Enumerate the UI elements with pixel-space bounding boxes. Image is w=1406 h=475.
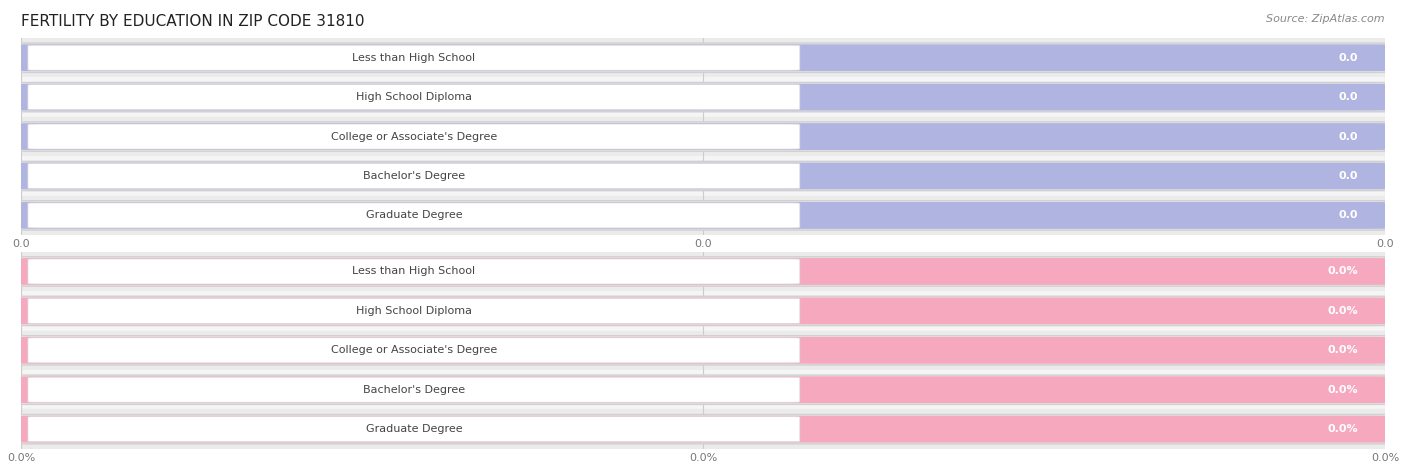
FancyBboxPatch shape: [28, 298, 800, 323]
FancyBboxPatch shape: [18, 297, 1388, 324]
Bar: [21, 156, 1385, 196]
Text: High School Diploma: High School Diploma: [356, 306, 472, 316]
FancyBboxPatch shape: [18, 84, 1388, 111]
FancyBboxPatch shape: [11, 162, 1395, 190]
Text: College or Associate's Degree: College or Associate's Degree: [330, 345, 496, 355]
FancyBboxPatch shape: [28, 45, 800, 70]
Text: 0.0: 0.0: [1339, 92, 1358, 102]
FancyBboxPatch shape: [11, 257, 1395, 286]
Text: 0.0: 0.0: [1339, 132, 1358, 142]
Bar: [21, 117, 1385, 156]
FancyBboxPatch shape: [18, 337, 1388, 364]
FancyBboxPatch shape: [11, 83, 1395, 112]
Text: 0.0: 0.0: [1339, 53, 1358, 63]
FancyBboxPatch shape: [18, 44, 1388, 71]
FancyBboxPatch shape: [28, 163, 800, 189]
FancyBboxPatch shape: [11, 122, 1395, 151]
Bar: [21, 252, 1385, 291]
FancyBboxPatch shape: [11, 375, 1395, 404]
Text: College or Associate's Degree: College or Associate's Degree: [330, 132, 496, 142]
Bar: [21, 370, 1385, 409]
FancyBboxPatch shape: [18, 162, 1388, 190]
FancyBboxPatch shape: [28, 377, 800, 402]
Text: 0.0%: 0.0%: [1327, 424, 1358, 434]
Bar: [21, 196, 1385, 235]
Text: Bachelor's Degree: Bachelor's Degree: [363, 171, 465, 181]
Text: 0.0%: 0.0%: [1327, 385, 1358, 395]
FancyBboxPatch shape: [11, 296, 1395, 325]
Text: 0.0: 0.0: [1339, 171, 1358, 181]
Bar: [21, 409, 1385, 449]
FancyBboxPatch shape: [28, 338, 800, 363]
Text: 0.0%: 0.0%: [1327, 266, 1358, 276]
Text: 0.0: 0.0: [1339, 210, 1358, 220]
FancyBboxPatch shape: [11, 201, 1395, 230]
FancyBboxPatch shape: [11, 43, 1395, 72]
Text: Less than High School: Less than High School: [353, 53, 475, 63]
Text: Source: ZipAtlas.com: Source: ZipAtlas.com: [1267, 14, 1385, 24]
FancyBboxPatch shape: [18, 202, 1388, 229]
Text: High School Diploma: High School Diploma: [356, 92, 472, 102]
FancyBboxPatch shape: [18, 376, 1388, 403]
FancyBboxPatch shape: [11, 415, 1395, 444]
Text: 0.0%: 0.0%: [1327, 306, 1358, 316]
Bar: [21, 331, 1385, 370]
Bar: [21, 291, 1385, 331]
Text: Less than High School: Less than High School: [353, 266, 475, 276]
FancyBboxPatch shape: [28, 85, 800, 110]
FancyBboxPatch shape: [18, 258, 1388, 285]
FancyBboxPatch shape: [28, 124, 800, 149]
FancyBboxPatch shape: [28, 203, 800, 228]
FancyBboxPatch shape: [18, 123, 1388, 150]
FancyBboxPatch shape: [18, 416, 1388, 443]
Bar: [21, 77, 1385, 117]
Text: Bachelor's Degree: Bachelor's Degree: [363, 385, 465, 395]
FancyBboxPatch shape: [28, 259, 800, 284]
Text: Graduate Degree: Graduate Degree: [366, 424, 463, 434]
Text: FERTILITY BY EDUCATION IN ZIP CODE 31810: FERTILITY BY EDUCATION IN ZIP CODE 31810: [21, 14, 364, 29]
FancyBboxPatch shape: [11, 336, 1395, 365]
FancyBboxPatch shape: [28, 417, 800, 442]
Bar: [21, 38, 1385, 77]
Text: Graduate Degree: Graduate Degree: [366, 210, 463, 220]
Text: 0.0%: 0.0%: [1327, 345, 1358, 355]
